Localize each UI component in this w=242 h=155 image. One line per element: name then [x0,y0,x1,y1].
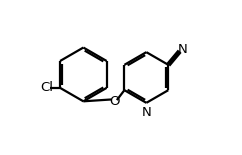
Text: N: N [142,106,151,119]
Text: Cl: Cl [40,81,53,94]
Text: O: O [109,95,119,108]
Text: N: N [178,43,188,56]
